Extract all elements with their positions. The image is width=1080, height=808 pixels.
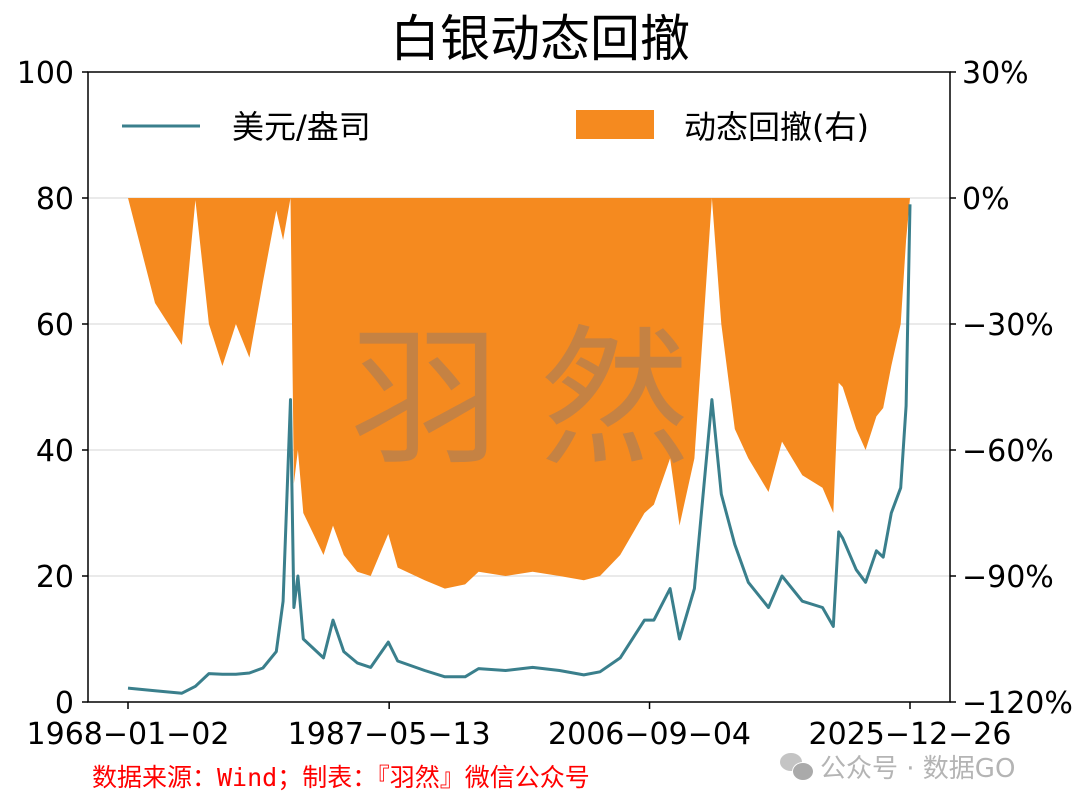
svg-text:−30%: −30% (962, 308, 1054, 343)
svg-text:0: 0 (55, 686, 74, 721)
account-watermark: 公众号 · 数据GO (780, 748, 1015, 785)
svg-text:40: 40 (36, 434, 74, 469)
legend-label-drawdown: 动态回撤(右) (684, 108, 869, 146)
legend-label-price: 美元/盎司 (232, 108, 371, 146)
chart-title: 白银动态回撤 (390, 10, 690, 68)
svg-text:−90%: −90% (962, 560, 1054, 595)
left-axis: 0 20 40 60 80 100 (17, 56, 88, 721)
price-line (127, 204, 912, 695)
svg-text:2025−12−26: 2025−12−26 (809, 717, 1012, 752)
svg-text:100: 100 (17, 56, 74, 91)
svg-text:2006−09−04: 2006−09−04 (548, 717, 751, 752)
svg-text:80: 80 (36, 182, 74, 217)
legend-area-swatch (576, 110, 654, 139)
legend: 美元/盎司 动态回撤(右) (122, 108, 869, 146)
right-axis: −120% −90% −60% −30% 0% 30% (950, 56, 1073, 721)
svg-text:1987−05−13: 1987−05−13 (288, 717, 491, 752)
watermark-text: 羽然 (350, 313, 731, 487)
x-axis: 1968−01−02 1987−05−13 2006−09−04 2025−12−26 (27, 702, 1012, 752)
account-label: 公众号 · 数据GO (820, 754, 1016, 784)
svg-text:60: 60 (36, 308, 74, 343)
plot-frame (87, 71, 951, 703)
svg-text:20: 20 (36, 560, 74, 595)
svg-text:0%: 0% (962, 182, 1010, 217)
svg-text:−60%: −60% (962, 434, 1054, 469)
svg-text:1968−01−02: 1968−01−02 (27, 717, 230, 752)
wechat-icon (780, 752, 814, 781)
drawdown-area (128, 198, 910, 589)
source-note: 数据来源：Wind；制表：『羽然』微信公众号 (92, 763, 590, 792)
svg-text:30%: 30% (962, 56, 1029, 91)
svg-text:−120%: −120% (962, 686, 1073, 721)
